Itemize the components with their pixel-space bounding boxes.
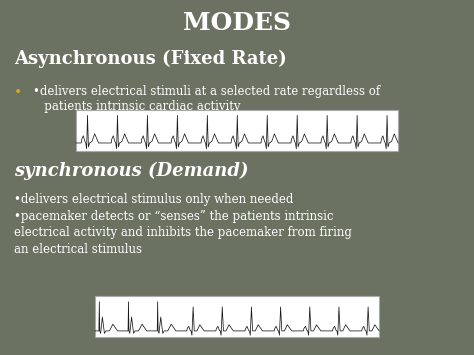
- Text: •delivers electrical stimulus only when needed
•pacemaker detects or “senses” th: •delivers electrical stimulus only when …: [14, 193, 352, 256]
- Text: •delivers electrical stimuli at a selected rate regardless of
   patients intrin: •delivers electrical stimuli at a select…: [33, 85, 380, 113]
- Text: MODES: MODES: [183, 11, 291, 35]
- FancyBboxPatch shape: [95, 296, 379, 337]
- Text: synchronous (Demand): synchronous (Demand): [14, 162, 249, 180]
- FancyBboxPatch shape: [76, 110, 398, 151]
- Text: Asynchronous (Fixed Rate): Asynchronous (Fixed Rate): [14, 50, 287, 68]
- Text: •: •: [14, 85, 22, 99]
